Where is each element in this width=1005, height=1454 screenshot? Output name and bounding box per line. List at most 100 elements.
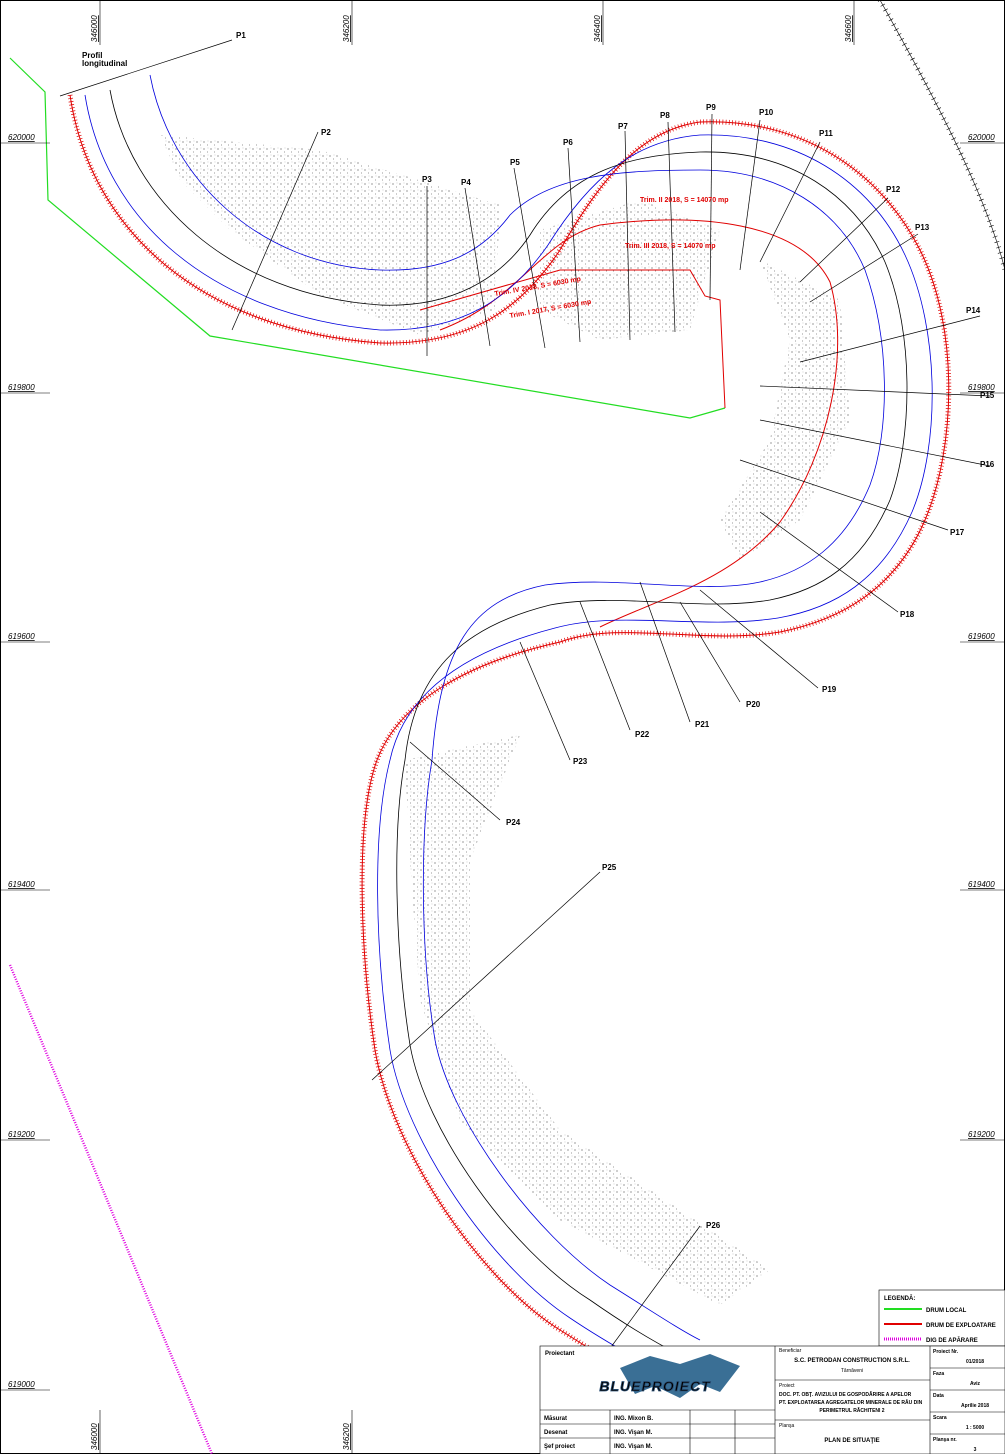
beneficiary: S.C. PETRODAN CONSTRUCTION S.R.L.: [794, 1358, 910, 1364]
legend-item: DRUM LOCAL: [926, 1308, 967, 1314]
profile-label: P23: [573, 757, 588, 766]
profile-label: P10: [759, 108, 774, 117]
profile-label: P5: [510, 158, 520, 167]
northing-label: 619600: [8, 632, 35, 641]
bank: [69, 94, 950, 1383]
profile-label: P14: [966, 306, 981, 315]
row-label: Măsurat: [544, 1416, 567, 1422]
profile-line: [599, 1225, 701, 1363]
profile-line: [759, 141, 821, 263]
protection-dike: [8, 964, 214, 1454]
northing-label: 619800: [8, 383, 35, 392]
row-label: Şef proiect: [544, 1444, 575, 1450]
annotation: longitudinal: [82, 59, 127, 68]
profile-label: P24: [506, 818, 521, 827]
project-line: DOC. PT. OBŢ. AVIZULUI DE GOSPODĂRIRE A …: [779, 1391, 912, 1398]
profile-label: P12: [886, 185, 901, 194]
profile-label: P3: [422, 175, 432, 184]
legend-title: LEGENDĂ:: [884, 1295, 915, 1302]
profile-label: P15: [980, 391, 995, 400]
label: Planşa: [779, 1423, 795, 1429]
axis-line: [109, 89, 908, 1356]
profile-line: [519, 641, 571, 761]
label: Proiectant: [545, 1351, 574, 1357]
gravel-area: [160, 135, 500, 335]
gravel-area: [720, 260, 850, 560]
profile-label: P22: [635, 730, 650, 739]
profile-line: [513, 167, 546, 349]
title-block: [539, 1345, 1005, 1454]
profile-label: P26: [706, 1221, 721, 1230]
profile-line: [371, 871, 601, 1081]
easting-label: 346000: [90, 1423, 99, 1450]
gravel-area: [405, 735, 770, 1305]
legend: LEGENDĂ: DRUM LOCAL DRUM DE EXPLOATARE D…: [878, 1289, 1005, 1347]
field-label: Planşa nr.: [933, 1437, 957, 1443]
profile-label: P2: [321, 128, 331, 137]
northing-label: 619000: [8, 1380, 35, 1389]
bank: [439, 219, 839, 628]
profile-line: [59, 39, 233, 97]
project-line: PT. EXPLOATAREA AGREGATELOR MINERALE DE …: [779, 1399, 923, 1406]
exploitation-road: [419, 269, 726, 409]
field-label: Faza: [933, 1371, 944, 1377]
profile-label: P11: [819, 129, 833, 138]
profile-line: [799, 197, 889, 283]
easting-label: 346400: [593, 15, 602, 42]
northing-label: 619200: [8, 1130, 35, 1139]
annotation: Trim. III 2018, S = 14070 mp: [625, 243, 715, 250]
field-value: 01/2018: [966, 1359, 984, 1365]
row-value: ING. Vişan M.: [614, 1430, 653, 1436]
sheet-title: PLAN DE SITUAŢIE: [824, 1438, 879, 1444]
profile-line: [799, 315, 981, 363]
project-line: PERIMETRUL RĂCHITENI 2: [819, 1407, 884, 1414]
annotation: Trim. II 2018, S = 14070 mp: [640, 197, 729, 204]
northing-label: 620000: [968, 133, 995, 142]
profile-line: [679, 601, 741, 703]
field-value: Aprilie 2018: [961, 1403, 989, 1409]
profile-label: P1: [236, 31, 246, 40]
profile-label: P4: [461, 178, 471, 187]
profile-line: [809, 233, 919, 303]
profile-label: P25: [602, 863, 617, 872]
easting-label: 346600: [844, 15, 853, 42]
profile-label: P9: [706, 103, 716, 112]
easting-label: 346000: [90, 15, 99, 42]
row-value: ING. Vişan M.: [614, 1444, 653, 1450]
northing-label: 619600: [968, 632, 995, 641]
profile-label: P17: [950, 528, 965, 537]
profile-line: [759, 419, 991, 467]
legend-item: DIG DE APĂRARE: [926, 1337, 978, 1344]
profile-line: [579, 601, 631, 731]
field-value: Aviz: [970, 1381, 981, 1387]
field-value: 3: [974, 1447, 977, 1453]
profile-label: P21: [695, 720, 710, 729]
field-label: Proiect Nr.: [933, 1349, 959, 1355]
profile-line: [409, 741, 501, 821]
profile-line: [567, 147, 581, 343]
scale-arc: [879, 0, 1005, 271]
easting-label: 346200: [342, 1423, 351, 1450]
profile-line: [667, 121, 676, 333]
legend-item: DRUM DE EXPLOATARE: [926, 1323, 996, 1329]
water-line: [84, 94, 933, 1373]
profile-label: P8: [660, 111, 670, 120]
profile-line: [759, 511, 899, 613]
easting-label: 346200: [342, 15, 351, 42]
local-road: [9, 57, 726, 419]
profile-line: [739, 119, 761, 271]
profile-line: [624, 130, 631, 341]
field-label: Scara: [933, 1415, 947, 1421]
profile-line: [739, 459, 949, 531]
annotation: Profil: [82, 51, 102, 60]
row-value: ING. Mixon B.: [614, 1416, 653, 1422]
label: Beneficiar: [779, 1348, 802, 1354]
northing-label: 619400: [968, 880, 995, 889]
profile-line: [709, 113, 713, 301]
northing-label: 619200: [968, 1130, 995, 1139]
label: Proiect: [779, 1383, 795, 1389]
profile-label: P18: [900, 610, 915, 619]
